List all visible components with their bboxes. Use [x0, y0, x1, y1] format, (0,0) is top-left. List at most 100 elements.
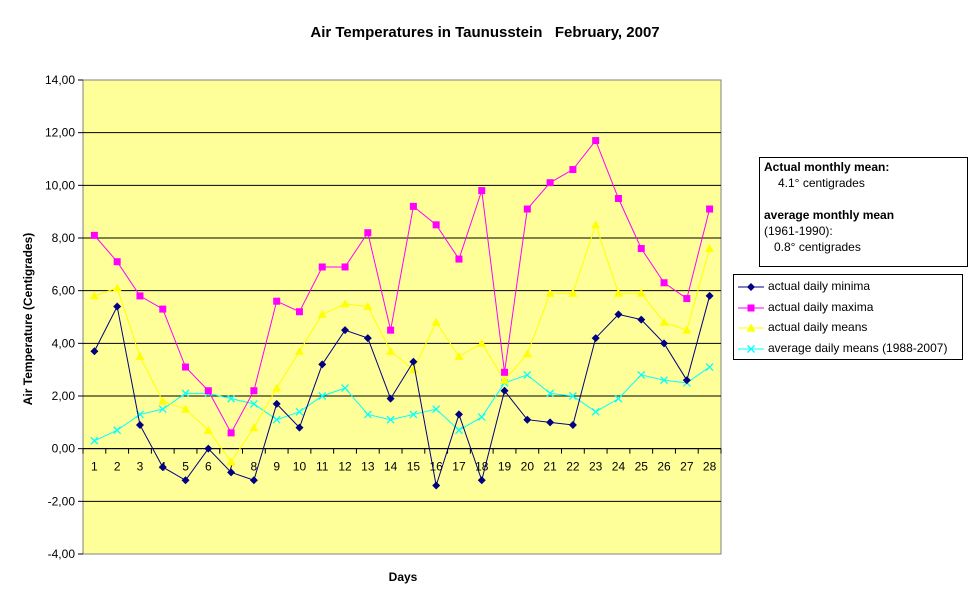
data-point [614, 310, 623, 319]
data-point [182, 363, 190, 371]
data-point [113, 258, 121, 266]
data-point [614, 394, 623, 403]
x-tick-label: 5 [182, 460, 189, 474]
data-point [294, 346, 304, 355]
data-point [363, 334, 372, 343]
data-point [637, 370, 646, 379]
data-point [318, 392, 327, 400]
x-tick-label: 22 [566, 460, 580, 474]
data-point [637, 245, 645, 253]
data-point [455, 426, 463, 435]
data-point [431, 317, 441, 326]
data-point [203, 425, 213, 434]
data-point [409, 410, 418, 419]
data-point [523, 205, 531, 213]
x-axis-ticks: 1234567891011121314151617181920212223242… [82, 448, 722, 474]
data-point [159, 305, 167, 313]
y-tick-label: 4,00 [52, 336, 76, 350]
data-point [249, 399, 258, 408]
legend-item: actual daily minima [734, 277, 962, 297]
x-tick-label: 2 [114, 460, 121, 474]
x-tick-label: 14 [384, 460, 398, 474]
data-point [660, 339, 669, 348]
data-point [455, 255, 463, 263]
x-tick-label: 24 [612, 460, 626, 474]
data-point [683, 295, 691, 303]
data-point [523, 415, 532, 424]
series-1 [90, 291, 714, 490]
data-point [272, 415, 281, 424]
data-point [341, 384, 349, 393]
data-point [568, 288, 578, 297]
series-3 [89, 220, 715, 466]
legend-swatch [738, 304, 764, 311]
series-layer [89, 137, 715, 490]
legend-marker [746, 323, 756, 332]
data-point [591, 334, 600, 343]
x-tick-label: 7 [228, 460, 235, 474]
data-point [249, 423, 259, 432]
data-point [158, 405, 167, 414]
legend-marker [747, 304, 755, 311]
data-point [158, 463, 167, 472]
data-point [112, 283, 122, 292]
data-point [660, 279, 668, 287]
legend-item: actual daily maxima [734, 298, 962, 318]
data-point [546, 179, 554, 187]
legend-label: actual daily minima [768, 279, 871, 293]
x-tick-label: 17 [452, 460, 466, 474]
data-point [204, 444, 213, 453]
legend-label: actual daily maxima [768, 299, 874, 314]
grid-lines [83, 132, 721, 502]
note-actual-mean-value: 4.1° centigrades [778, 176, 865, 190]
legend-swatch [738, 283, 764, 291]
data-point [432, 221, 440, 229]
data-point [135, 420, 144, 429]
x-tick-label: 15 [407, 460, 421, 474]
x-tick-label: 23 [589, 460, 603, 474]
data-point [363, 301, 373, 310]
data-point [318, 360, 327, 369]
data-point [295, 308, 303, 316]
data-point [613, 288, 623, 297]
data-point [408, 365, 418, 374]
data-point [227, 429, 235, 437]
legend-marker [747, 283, 755, 291]
x-tick-label: 19 [498, 460, 512, 474]
data-point [90, 347, 99, 356]
data-point [592, 137, 600, 145]
data-point [363, 410, 372, 419]
data-point [706, 205, 714, 213]
x-tick-label: 27 [680, 460, 694, 474]
data-point [636, 288, 646, 297]
legend-marker [747, 344, 755, 353]
data-point [546, 418, 555, 427]
data-point [432, 481, 441, 490]
data-point [341, 263, 349, 271]
chart-legend: actual daily minima actual daily maxima ac… [733, 274, 963, 360]
data-point [568, 420, 577, 429]
note-average-mean-label: average monthly mean [764, 208, 895, 222]
data-point [705, 244, 715, 253]
data-point [614, 195, 622, 202]
data-point [317, 309, 327, 318]
data-point [591, 220, 601, 229]
data-point [500, 375, 510, 384]
data-point [660, 376, 668, 385]
x-tick-label: 11 [316, 460, 329, 474]
y-tick-label: 6,00 [52, 284, 76, 298]
data-point [249, 476, 258, 485]
data-point [181, 476, 190, 485]
data-point [386, 415, 395, 424]
y-tick-label: 10,00 [45, 178, 75, 192]
y-tick-label: 14,00 [45, 73, 75, 87]
x-tick-label: 21 [543, 460, 557, 474]
x-tick-label: 8 [251, 460, 258, 474]
y-tick-label: 0,00 [52, 442, 76, 456]
data-point [181, 389, 190, 398]
data-point [204, 387, 212, 395]
data-point [318, 263, 326, 271]
data-point [90, 231, 98, 239]
data-point [477, 338, 487, 347]
